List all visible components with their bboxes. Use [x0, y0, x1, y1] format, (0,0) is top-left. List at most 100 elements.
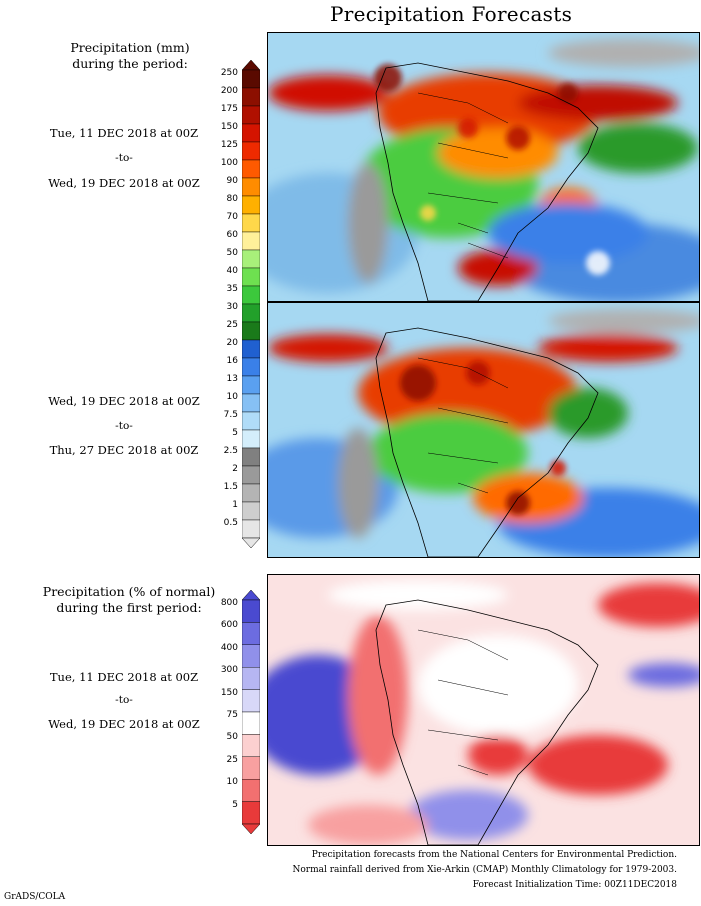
- colorbar-swatch: [241, 501, 261, 521]
- colorbar-tick-label: 1.5: [223, 482, 238, 492]
- colorbar-tick-label: 13: [226, 374, 238, 384]
- colorbar-swatch: [241, 87, 261, 107]
- colorbar-tick-label: 125: [220, 140, 238, 150]
- colorbar-tick-label: 400: [220, 642, 238, 653]
- colorbar-swatch: [241, 465, 261, 485]
- colorbar-tick-label: 200: [220, 86, 238, 96]
- map-precip-period2-svg: [268, 303, 699, 557]
- colorbar-swatch: [241, 123, 261, 143]
- colorbar-tick-label: 150: [220, 122, 238, 132]
- colorbar-swatch: [241, 177, 261, 197]
- panel3-heading-line2: during the first period:: [56, 600, 202, 615]
- map-precip-period1: [267, 32, 700, 302]
- colorbar-swatch: [241, 599, 261, 623]
- panel3-start-date: Tue, 11 DEC 2018 at 00Z: [49, 670, 199, 684]
- panel1-to: -to-: [115, 152, 133, 164]
- map-precip-percent-normal: [267, 574, 700, 846]
- colorbar-swatch: [241, 105, 261, 125]
- colorbar-tick-label: 90: [226, 176, 238, 186]
- colorbar-tick-label: 25: [226, 754, 238, 765]
- panel3-to: -to-: [115, 694, 133, 706]
- panel3-heading: Precipitation (% of normal) during the f…: [24, 584, 234, 616]
- colorbar-bottom-arrow: [241, 537, 261, 549]
- colorbar-swatch: [241, 519, 261, 539]
- colorbar-swatch: [241, 339, 261, 359]
- footer-climatology-line: Normal rainfall derived from Xie-Arkin (…: [292, 865, 678, 875]
- colorbar-top-arrow: [241, 59, 261, 71]
- colorbar-swatch: [241, 447, 261, 467]
- colorbar-swatch: [241, 231, 261, 251]
- map-precip-period1-svg: [268, 33, 699, 301]
- colorbar-tick-label: 800: [220, 598, 238, 608]
- panel3-heading-line1: Precipitation (% of normal): [42, 584, 216, 599]
- colorbar-swatch: [241, 778, 261, 802]
- colorbar-swatch: [241, 303, 261, 323]
- colorbar-swatch: [241, 411, 261, 431]
- colorbar-swatch: [241, 429, 261, 449]
- colorbar-top-arrow: [241, 589, 261, 601]
- panel1-end-date: Wed, 19 DEC 2018 at 00Z: [48, 176, 200, 190]
- colorbar-tick-label: 16: [226, 356, 238, 366]
- colorbar-swatch: [241, 666, 261, 690]
- colorbar-swatch: [241, 483, 261, 503]
- colorbar-tick-label: 1: [232, 500, 238, 510]
- colorbar-tick-label: 50: [226, 248, 238, 258]
- colorbar-tick-label: 5: [232, 428, 238, 438]
- colorbar-swatch: [241, 644, 261, 668]
- colorbar-tick-label: 150: [220, 687, 238, 698]
- mm-colorbar-svg: [241, 59, 261, 549]
- colorbar-tick-label: 80: [226, 194, 238, 204]
- colorbar-swatch: [241, 285, 261, 305]
- colorbar-swatch: [241, 801, 261, 825]
- panel1-start-date: Tue, 11 DEC 2018 at 00Z: [49, 126, 199, 140]
- colorbar-tick-label: 40: [226, 266, 238, 276]
- colorbar-tick-label: 0.5: [223, 518, 238, 528]
- colorbar-tick-label: 300: [220, 665, 238, 676]
- colorbar-swatch: [241, 622, 261, 646]
- pct-colorbar: [241, 589, 261, 835]
- colorbar-swatch: [241, 249, 261, 269]
- colorbar-swatch: [241, 711, 261, 735]
- colorbar-tick-label: 35: [226, 284, 238, 294]
- panel1-heading-line1: Precipitation (mm): [70, 40, 190, 55]
- colorbar-swatch: [241, 756, 261, 780]
- colorbar-swatch: [241, 195, 261, 215]
- colorbar-swatch: [241, 689, 261, 713]
- footer-init-time-line: Forecast Initialization Time: 00Z11DEC20…: [472, 880, 677, 890]
- colorbar-tick-label: 50: [226, 732, 238, 743]
- colorbar-swatch: [241, 357, 261, 377]
- colorbar-tick-label: 75: [226, 710, 238, 720]
- panel2-start-date: Wed, 19 DEC 2018 at 00Z: [48, 394, 200, 408]
- colorbar-swatch: [241, 375, 261, 395]
- colorbar-swatch: [241, 141, 261, 161]
- colorbar-tick-label: 250: [220, 68, 238, 78]
- panel1-heading: Precipitation (mm) during the period:: [30, 40, 230, 72]
- panel1-heading-line2: during the period:: [72, 56, 188, 71]
- footer-source-line: Precipitation forecasts from the Nationa…: [311, 850, 677, 860]
- colorbar-tick-label: 25: [226, 320, 238, 330]
- colorbar-tick-label: 70: [226, 212, 238, 222]
- colorbar-tick-label: 20: [226, 338, 238, 348]
- colorbar-tick-label: 2: [232, 464, 238, 474]
- colorbar-tick-label: 600: [220, 620, 238, 631]
- panel2-to: -to-: [115, 420, 133, 432]
- colorbar-swatch: [241, 213, 261, 233]
- colorbar-swatch: [241, 321, 261, 341]
- colorbar-tick-label: 5: [232, 799, 238, 810]
- colorbar-tick-label: 10: [226, 392, 238, 402]
- map-precip-period2: [267, 302, 700, 558]
- mm-colorbar: [241, 59, 261, 549]
- colorbar-tick-label: 100: [220, 158, 238, 168]
- map-precip-percent-normal-svg: [268, 575, 699, 845]
- colorbar-tick-label: 2.5: [223, 446, 238, 456]
- colorbar-swatch: [241, 69, 261, 89]
- colorbar-bottom-arrow: [241, 823, 261, 835]
- colorbar-tick-label: 7.5: [223, 410, 238, 420]
- colorbar-swatch: [241, 159, 261, 179]
- panel3-end-date: Wed, 19 DEC 2018 at 00Z: [48, 717, 200, 731]
- colorbar-swatch: [241, 267, 261, 287]
- page-title: Precipitation Forecasts: [330, 2, 573, 26]
- colorbar-swatch: [241, 734, 261, 757]
- colorbar-tick-label: 175: [220, 104, 238, 114]
- panel2-end-date: Thu, 27 DEC 2018 at 00Z: [49, 443, 199, 457]
